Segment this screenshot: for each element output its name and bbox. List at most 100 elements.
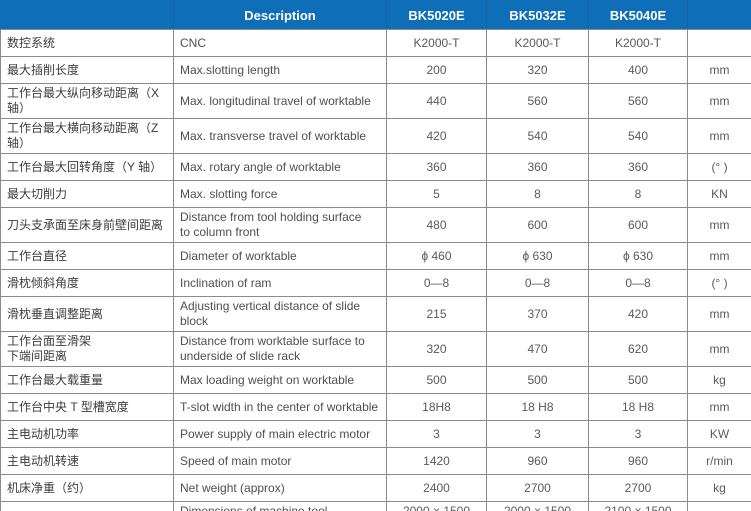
value-cell: 18 H8	[588, 393, 688, 421]
row-label-cn: 刀头支承面至床身前壁间距离	[0, 207, 174, 243]
table-row: 滑枕倾斜角度 Inclination of ram 0—8 0—8 0—8 (°…	[0, 269, 751, 297]
value-cell: 540	[588, 118, 688, 154]
unit-cell: mm	[687, 207, 751, 243]
table-row: 工作台直径 Diameter of worktable ϕ 460 ϕ 630 …	[0, 242, 751, 270]
value-cell: 3	[486, 420, 589, 448]
row-description: Inclination of ram	[173, 269, 387, 297]
value-cell: 960	[486, 447, 589, 475]
value-cell: 2000 × 1500 × 2400	[386, 501, 487, 511]
row-label-cn: 工作台直径	[0, 242, 174, 270]
table-row: 刀头支承面至床身前壁间距离 Distance from tool holding…	[0, 207, 751, 243]
row-description: Net weight (approx)	[173, 474, 387, 502]
value-cell: 420	[386, 118, 487, 154]
table-row: 数控系统 CNC K2000-T K2000-T K2000-T	[0, 29, 751, 57]
unit-cell: mm	[687, 83, 751, 119]
value-cell: 3	[386, 420, 487, 448]
row-label-cn: 工作台中央 T 型槽宽度	[0, 393, 174, 421]
row-label-cn: 最大切削力	[0, 180, 174, 208]
row-description: Speed of main motor	[173, 447, 387, 475]
row-description: Distance from worktable surface to under…	[173, 331, 387, 367]
row-description: Max. slotting force	[173, 180, 387, 208]
value-cell: 500	[588, 366, 688, 394]
row-label-cn: 工作台最大载重量	[0, 366, 174, 394]
row-description: Max loading weight on worktable	[173, 366, 387, 394]
unit-cell: mm	[687, 118, 751, 154]
row-label-cn: 滑枕倾斜角度	[0, 269, 174, 297]
row-label-cn: 滑枕垂直调整距离	[0, 296, 174, 332]
value-cell: 560	[486, 83, 589, 119]
row-label-cn: 机床轮廓尺寸（长 * 宽 * 高）	[0, 501, 174, 511]
table-row: 工作台面至滑架 下端间距离 Distance from worktable su…	[0, 331, 751, 367]
value-cell: 18H8	[386, 393, 487, 421]
value-cell: 215	[386, 296, 487, 332]
row-description: Max. rotary angle of worktable	[173, 153, 387, 181]
unit-cell: mm	[687, 56, 751, 84]
value-cell: ϕ 630	[588, 242, 688, 270]
row-description: Diameter of worktable	[173, 242, 387, 270]
value-cell: 2000 × 1500 × 2500	[486, 501, 589, 511]
unit-cell	[687, 29, 751, 57]
model-header-bk5020e: BK5020E	[386, 0, 487, 30]
description-header: Description	[173, 0, 387, 30]
value-cell: 500	[486, 366, 589, 394]
table-row: 最大插削长度 Max.slotting length 200 320 400 m…	[0, 56, 751, 84]
value-cell: 18 H8	[486, 393, 589, 421]
row-label-cn: 数控系统	[0, 29, 174, 57]
row-label-cn: 机床净重（约）	[0, 474, 174, 502]
value-cell: 8	[588, 180, 688, 208]
value-cell: 500	[386, 366, 487, 394]
row-description: Dimensions of machine tool (Length × Wid…	[173, 501, 387, 511]
unit-cell: kg	[687, 474, 751, 502]
value-cell: 440	[386, 83, 487, 119]
value-cell: K2000-T	[386, 29, 487, 57]
value-cell: 540	[486, 118, 589, 154]
model-header-bk5032e: BK5032E	[486, 0, 589, 30]
row-label-cn: 主电动机转速	[0, 447, 174, 475]
row-description: Max. longitudinal travel of worktable	[173, 83, 387, 119]
unit-cell: mm	[687, 501, 751, 511]
value-cell: 200	[386, 56, 487, 84]
unit-cell: KW	[687, 420, 751, 448]
value-cell: 2700	[588, 474, 688, 502]
value-cell: K2000-T	[486, 29, 589, 57]
unit-cell: kg	[687, 366, 751, 394]
row-label-cn: 工作台最大纵向移动距离（X 轴）	[0, 83, 174, 119]
value-cell: 960	[588, 447, 688, 475]
value-cell: 360	[386, 153, 487, 181]
row-label-cn: 主电动机功率	[0, 420, 174, 448]
value-cell: ϕ 460	[386, 242, 487, 270]
table-row: 最大切削力 Max. slotting force 5 8 8 KN	[0, 180, 751, 208]
value-cell: 600	[486, 207, 589, 243]
value-cell: 0—8	[386, 269, 487, 297]
unit-cell: (° )	[687, 269, 751, 297]
value-cell: 1420	[386, 447, 487, 475]
table-row: 工作台最大横向移动距离（Z 轴） Max. transverse travel …	[0, 118, 751, 154]
model-header-bk5040e: BK5040E	[588, 0, 688, 30]
table-row: 工作台中央 T 型槽宽度 T-slot width in the center …	[0, 393, 751, 421]
header-row: Description BK5020E BK5032E BK5040E	[0, 0, 751, 30]
value-cell: K2000-T	[588, 29, 688, 57]
table-row: 机床净重（约） Net weight (approx) 2400 2700 27…	[0, 474, 751, 502]
value-cell: 620	[588, 331, 688, 367]
table-row: 机床轮廓尺寸（长 * 宽 * 高） Dimensions of machine …	[0, 501, 751, 511]
value-cell: 0—8	[588, 269, 688, 297]
row-label-cn: 工作台最大回转角度（Y 轴）	[0, 153, 174, 181]
value-cell: 2400	[386, 474, 487, 502]
table-row: 主电动机功率 Power supply of main electric mot…	[0, 420, 751, 448]
table-row: 滑枕垂直调整距离 Adjusting vertical distance of …	[0, 296, 751, 332]
table-row: 工作台最大回转角度（Y 轴） Max. rotary angle of work…	[0, 153, 751, 181]
value-cell: 360	[588, 153, 688, 181]
row-description: CNC	[173, 29, 387, 57]
unit-cell: mm	[687, 296, 751, 332]
row-description: Power supply of main electric motor	[173, 420, 387, 448]
row-label-cn: 工作台面至滑架 下端间距离	[0, 331, 174, 367]
row-description: Distance from tool holding surface to co…	[173, 207, 387, 243]
row-description: Adjusting vertical distance of slide blo…	[173, 296, 387, 332]
unit-cell: mm	[687, 331, 751, 367]
row-description: Max. transverse travel of worktable	[173, 118, 387, 154]
value-cell: 3	[588, 420, 688, 448]
value-cell: 600	[588, 207, 688, 243]
value-cell: 8	[486, 180, 589, 208]
value-cell: 2700	[486, 474, 589, 502]
